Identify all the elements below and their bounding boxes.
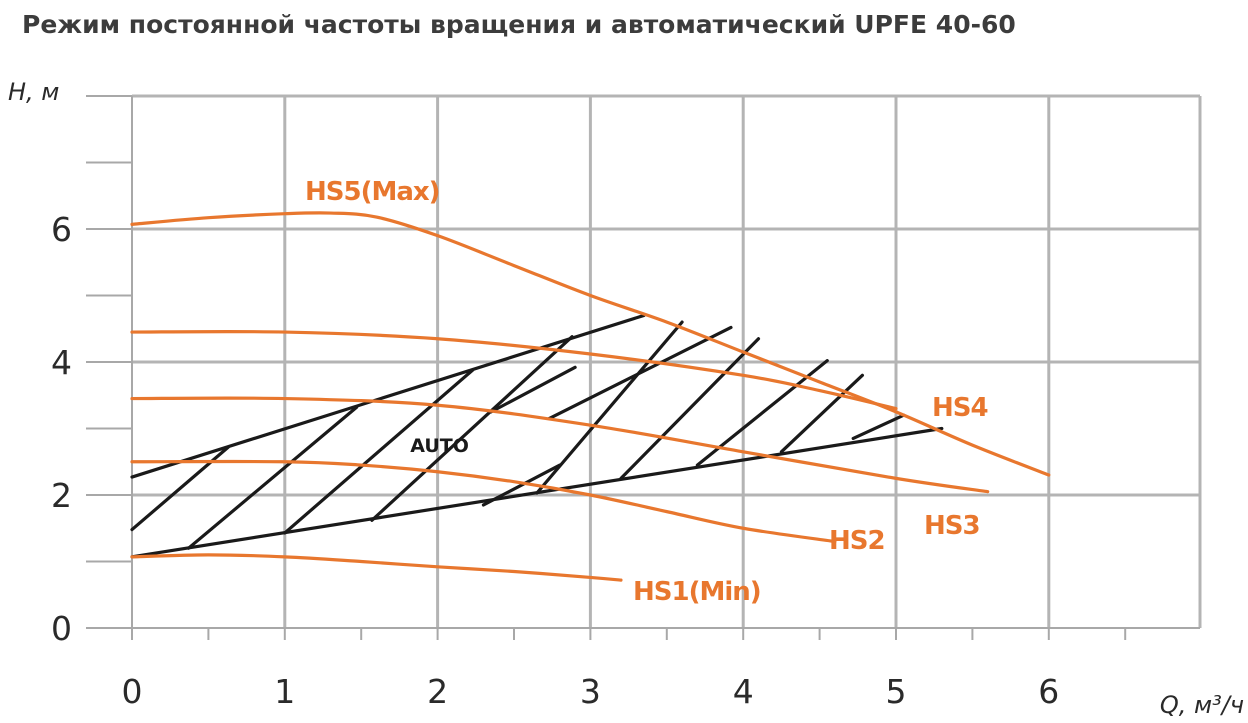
x-tick-label: 6 [1038,672,1059,711]
auto-hatch-line [851,413,906,441]
x-tick-label: 2 [427,672,448,711]
curve-label-hs2: HS2 [829,526,885,556]
auto-upper-boundary [130,313,646,479]
auto-hatch-line [535,320,684,495]
y-tick-label: 4 [51,343,72,382]
auto-hatch-line [370,335,574,522]
auto-hatch-line [489,365,577,414]
curve-hs5-max [130,211,1051,477]
curve-label-hs1-min: HS1(Min) [633,577,761,607]
y-tick-label: 2 [51,476,72,515]
curve-label-hs4: HS4 [932,393,988,423]
curves [130,211,1051,582]
labels: HS5(Max) HS4 HS3 HS2 HS1(Min) [305,177,989,607]
curve-label-hs5-max: HS5(Max) [305,177,440,207]
auto-hatch-line [779,373,864,454]
x-tick-label: 1 [274,672,295,711]
curve-hs3 [130,396,990,494]
auto-lower-boundary [130,426,944,559]
auto-hatch-line [619,337,761,480]
auto-hatch-line [283,368,475,535]
x-tick-label: 3 [580,672,601,711]
curve-hs2 [130,459,837,544]
x-axis-label: Q, м³/ч [1160,691,1244,719]
curve-label-hs3: HS3 [924,511,980,541]
auto-region: AUTO [130,313,944,559]
curve-hs1-min [130,553,623,582]
x-tick-label: 5 [886,672,907,711]
curve-hs4 [130,329,898,411]
auto-hatch-line [186,405,359,550]
auto-hatch-line [130,445,230,532]
auto-label: AUTO [410,435,469,457]
chart-title: Режим постоянной частоты вращения и авто… [22,10,1016,39]
y-tick-label: 0 [51,609,72,648]
x-tick-label: 0 [122,672,143,711]
x-tick-label: 4 [733,672,754,711]
y-tick-label: 6 [51,210,72,249]
grid [132,94,1202,628]
y-axis-label: Н, м [8,78,59,106]
auto-hatch-line [547,325,733,421]
axes: 0 1 2 3 4 5 6 0 2 4 6 Н, м Q, м³/ч [8,78,1244,719]
